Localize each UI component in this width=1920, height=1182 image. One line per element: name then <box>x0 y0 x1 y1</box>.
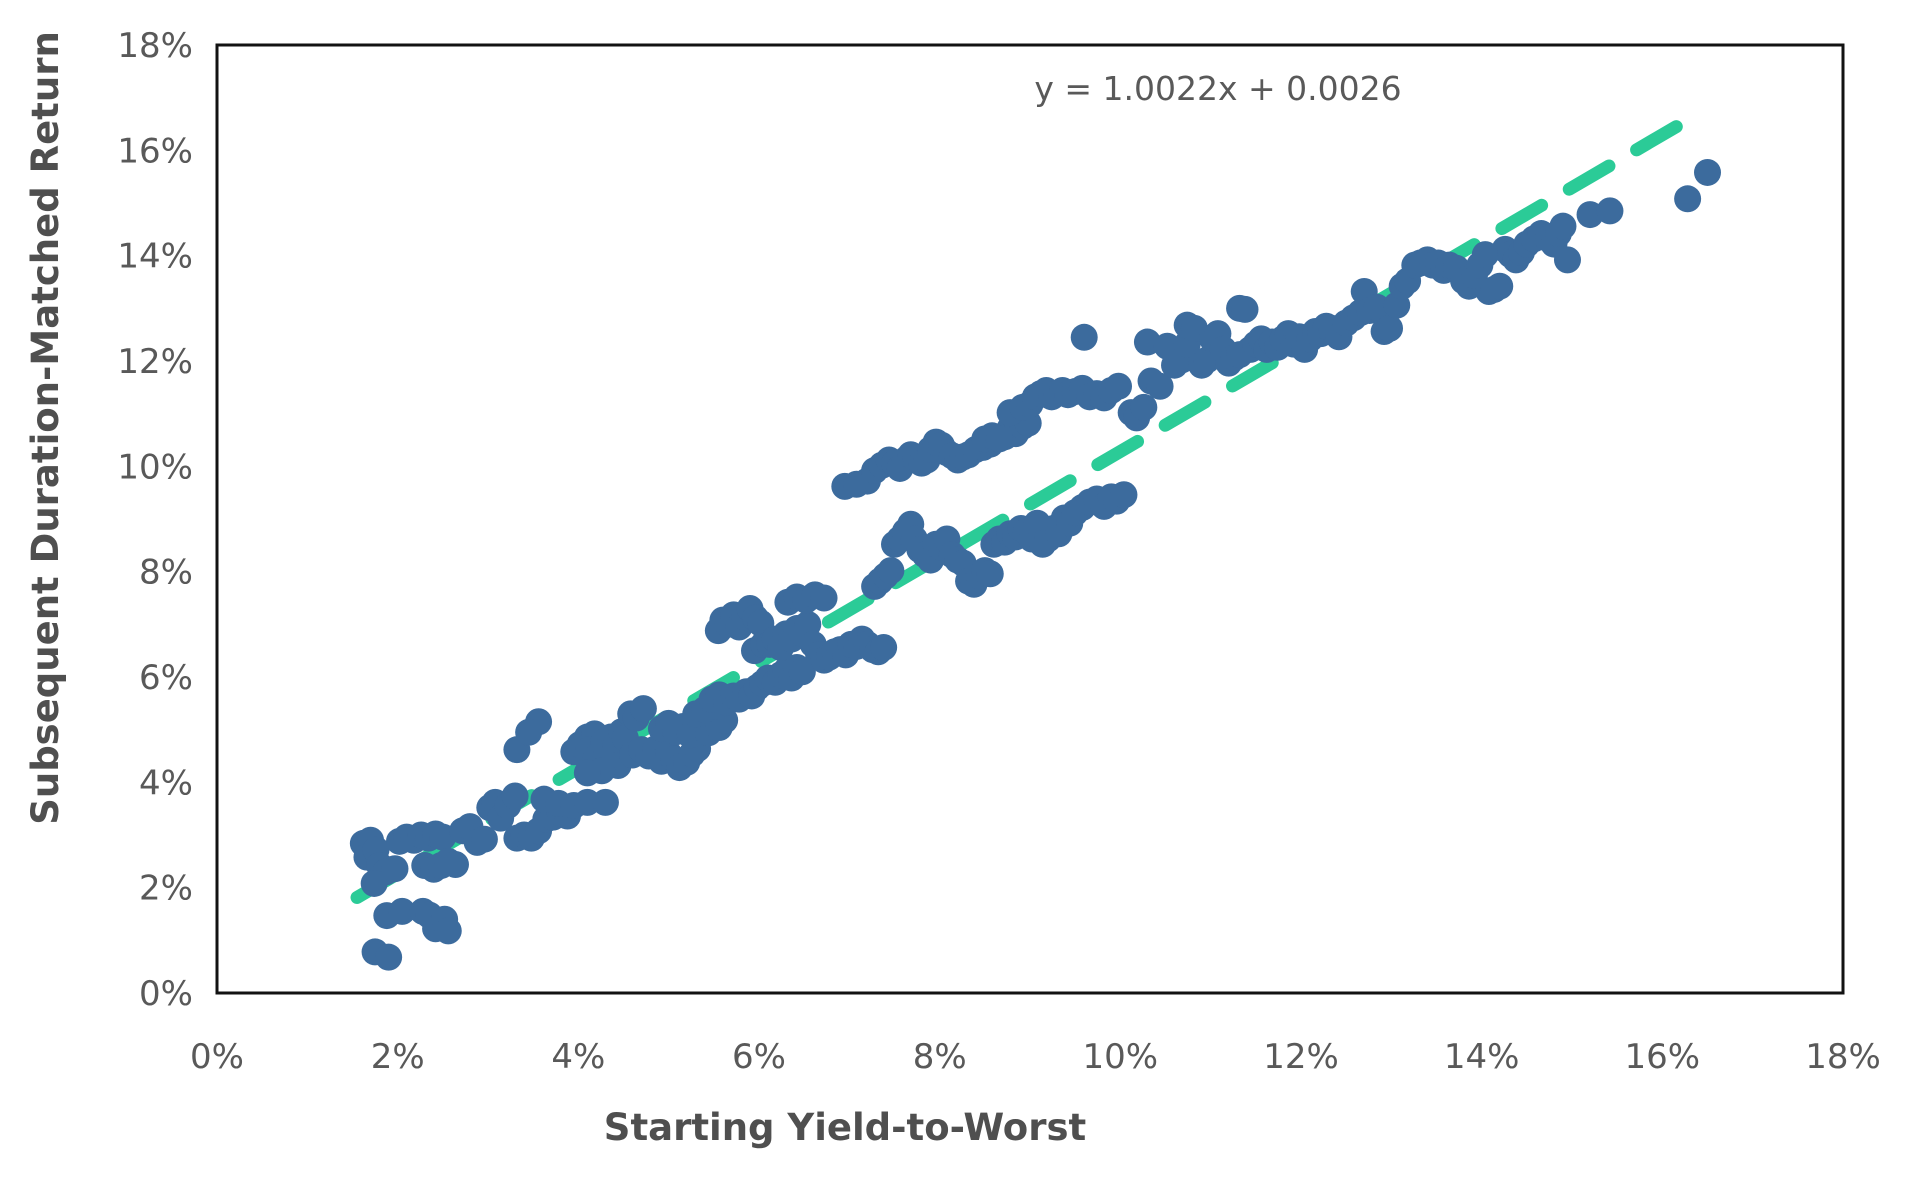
scatter-point <box>1130 393 1158 421</box>
trendline-group <box>350 104 1710 904</box>
x-tick-label: 16% <box>1625 1037 1701 1077</box>
y-tick-label: 2% <box>139 869 193 909</box>
y-tick-label: 12% <box>117 342 193 382</box>
x-tick-label: 6% <box>732 1037 786 1077</box>
x-tick-label: 0% <box>190 1037 244 1077</box>
scatter-point <box>810 584 838 612</box>
scatter-point <box>360 869 388 897</box>
x-tick-label: 14% <box>1444 1037 1520 1077</box>
scatter-point <box>1070 323 1098 351</box>
x-tick-label: 4% <box>551 1037 605 1077</box>
x-tick-label: 10% <box>1083 1037 1159 1077</box>
scatter-point <box>870 634 898 662</box>
y-tick-label: 0% <box>139 974 193 1014</box>
scatter-point <box>1596 197 1624 225</box>
scatter-point <box>1110 481 1138 509</box>
scatter-point <box>629 695 657 723</box>
trendline <box>350 104 1710 904</box>
y-tick-label: 10% <box>117 447 193 487</box>
plot-border <box>215 43 1845 995</box>
scatter-point <box>501 782 529 810</box>
scatter-point <box>1363 293 1391 321</box>
scatter-point <box>1105 372 1133 400</box>
scatter-points-group <box>349 158 1721 971</box>
scatter-point <box>515 718 543 746</box>
y-tick-label: 4% <box>139 763 193 803</box>
scatter-point <box>788 658 816 686</box>
scatter-point <box>1486 272 1514 300</box>
scatter-point <box>375 943 403 971</box>
scatter-point <box>381 855 409 883</box>
scatter-point <box>1231 295 1259 323</box>
scatter-point <box>1674 185 1702 213</box>
y-tick-label: 14% <box>117 237 193 277</box>
y-tick-label: 18% <box>117 26 193 66</box>
y-axis-title: Subsequent Duration-Matched Return <box>24 31 67 825</box>
x-axis-tick-labels: 0% 2% 4% 6% 8% 10% 12% 14% 16% 18% <box>190 1037 1881 1077</box>
scatter-point <box>976 560 1004 588</box>
scatter-point <box>591 788 619 816</box>
scatter-point <box>434 917 462 945</box>
scatter-point <box>1553 246 1581 274</box>
scatter-point <box>441 850 469 878</box>
scatter-point <box>470 825 498 853</box>
scatter-point <box>1146 372 1174 400</box>
y-axis-tick-labels: 0% 2% 4% 6% 8% 10% 12% 14% 16% 18% <box>117 26 193 1014</box>
scatter-point <box>1694 158 1721 186</box>
y-tick-label: 6% <box>139 658 193 698</box>
scatter-point <box>1549 212 1577 240</box>
scatter-point <box>388 897 416 925</box>
x-tick-label: 8% <box>913 1037 967 1077</box>
trendline-equation-label: y = 1.0022x + 0.0026 <box>1034 69 1401 108</box>
scatter-point <box>1376 314 1404 342</box>
x-axis-title: Starting Yield-to-Worst <box>604 1106 1086 1149</box>
scatter-point <box>573 759 601 787</box>
x-tick-label: 18% <box>1805 1037 1881 1077</box>
x-tick-label: 12% <box>1263 1037 1339 1077</box>
scatter-point <box>985 425 1013 453</box>
y-tick-label: 8% <box>139 553 193 593</box>
y-tick-label: 16% <box>117 131 193 171</box>
x-tick-label: 2% <box>371 1037 425 1077</box>
scatter-point <box>877 557 905 585</box>
